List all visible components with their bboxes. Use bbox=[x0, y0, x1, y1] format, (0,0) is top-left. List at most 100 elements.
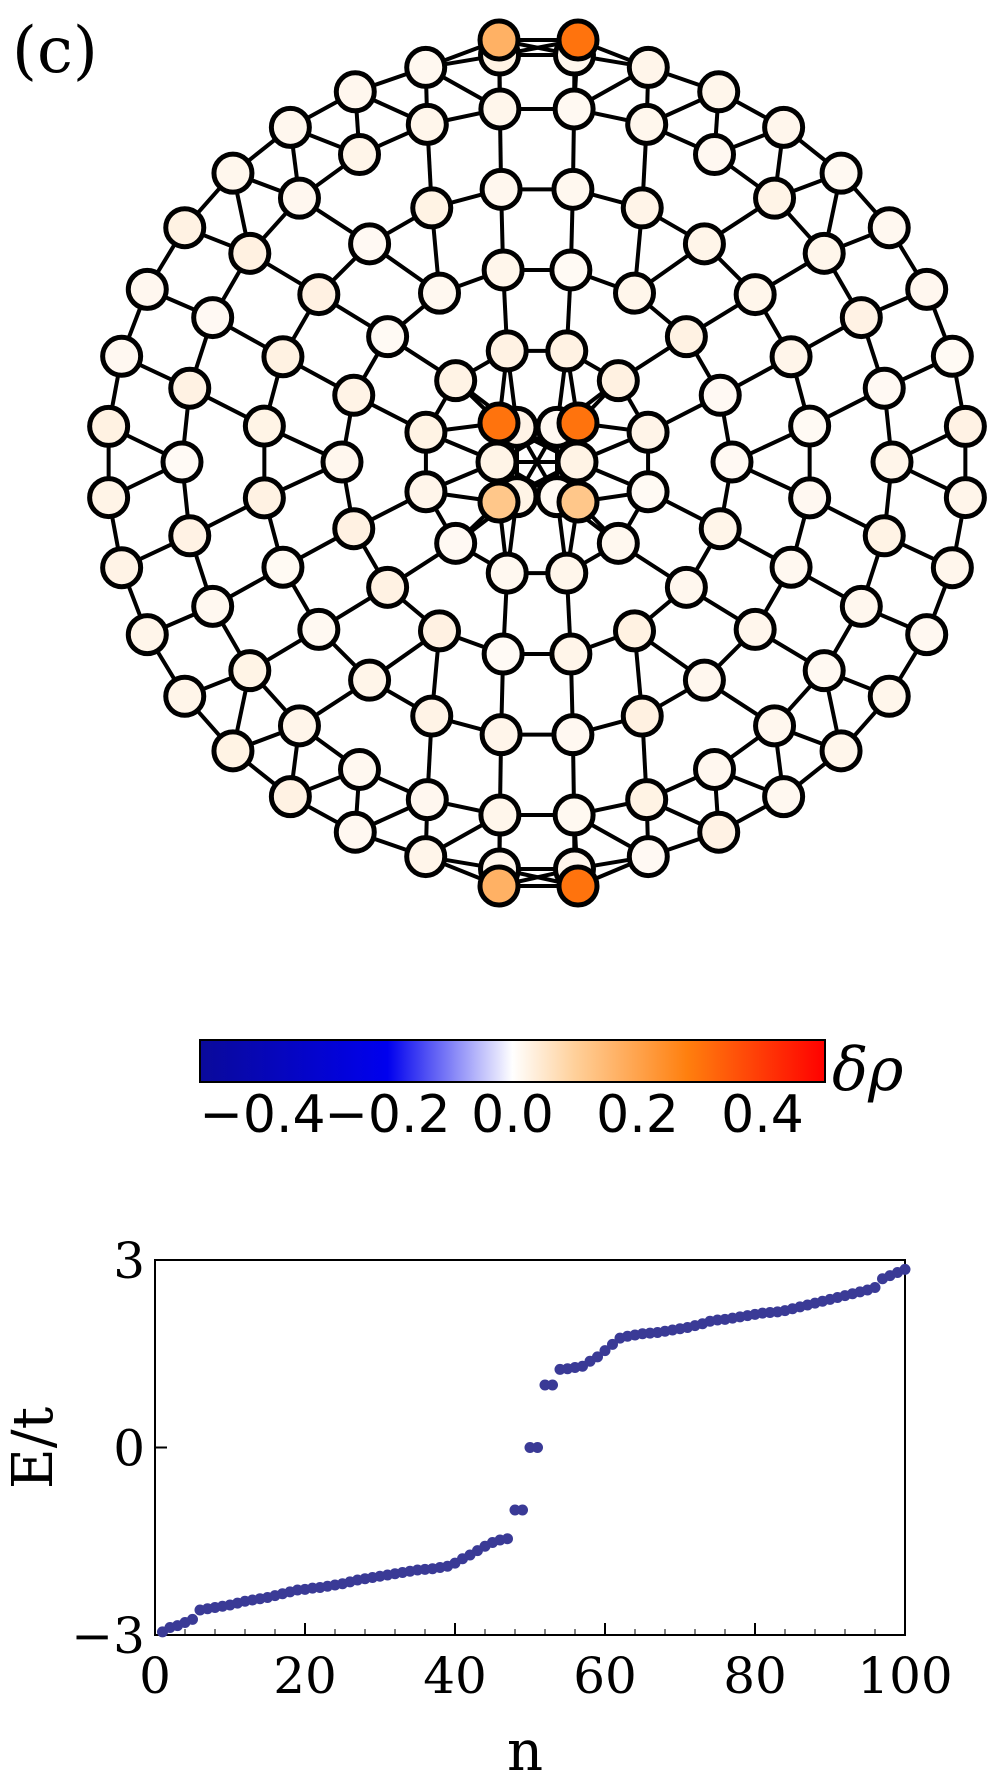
lattice-site bbox=[480, 867, 518, 905]
lattice-site bbox=[554, 170, 592, 208]
lattice-site bbox=[214, 154, 252, 192]
colorbar: δρ −0.4−0.2 0.0 0.2 0.4 bbox=[199, 1035, 903, 1145]
lattice-site bbox=[713, 443, 751, 481]
lattice-site bbox=[103, 549, 141, 587]
lattice-site bbox=[336, 813, 374, 851]
colorbar-title: δρ bbox=[832, 1035, 903, 1105]
lattice-site bbox=[484, 251, 522, 289]
lattice-site bbox=[335, 376, 373, 414]
lattice-site bbox=[805, 652, 843, 690]
lattice-site bbox=[865, 517, 903, 555]
colorbar-tick-label: −0.2 bbox=[324, 1085, 450, 1145]
data-point bbox=[547, 1380, 558, 1391]
lattice-site bbox=[280, 707, 318, 745]
x-tick-label: 40 bbox=[423, 1647, 487, 1705]
lattice-site bbox=[700, 813, 738, 851]
lattice-site bbox=[616, 274, 654, 312]
data-points bbox=[157, 1264, 911, 1638]
lattice-site bbox=[933, 337, 971, 375]
lattice-site bbox=[171, 517, 209, 555]
lattice-site bbox=[231, 234, 269, 272]
lattice-site bbox=[231, 652, 269, 690]
lattice-site bbox=[480, 483, 518, 521]
x-tick-label: 80 bbox=[723, 1647, 787, 1705]
lattice-site bbox=[946, 407, 984, 445]
lattice-site bbox=[756, 707, 794, 745]
lattice-site bbox=[701, 376, 739, 414]
lattice-site bbox=[369, 568, 407, 606]
lattice-site bbox=[870, 677, 908, 715]
lattice-site bbox=[484, 635, 522, 673]
lattice-site bbox=[245, 479, 283, 517]
lattice-site bbox=[555, 90, 593, 128]
lattice-site bbox=[558, 443, 596, 481]
lattice-site bbox=[103, 337, 141, 375]
spectrum-chart: 0 20 40 60 80 100 −303 n E/t bbox=[1, 1232, 953, 1774]
lattice-site bbox=[552, 251, 590, 289]
lattice-site bbox=[194, 299, 232, 337]
lattice-site bbox=[214, 732, 252, 770]
lattice-site bbox=[791, 479, 829, 517]
lattice-site bbox=[805, 234, 843, 272]
lattice-site bbox=[437, 362, 475, 400]
lattice-site bbox=[623, 697, 661, 735]
colorbar-tick-label: 0.0 bbox=[471, 1085, 554, 1145]
lattice-site bbox=[701, 510, 739, 548]
lattice-site bbox=[629, 48, 667, 86]
lattice-site bbox=[870, 209, 908, 247]
lattice-site bbox=[271, 778, 309, 816]
lattice-site bbox=[421, 274, 459, 312]
lattice-site bbox=[552, 635, 590, 673]
lattice-site bbox=[700, 73, 738, 111]
data-point bbox=[517, 1505, 528, 1516]
lattice-site bbox=[756, 179, 794, 217]
lattice-site bbox=[629, 838, 667, 876]
x-axis-label: n bbox=[507, 1719, 543, 1774]
lattice-site bbox=[559, 404, 597, 442]
lattice-graph bbox=[90, 21, 985, 905]
lattice-site bbox=[166, 209, 204, 247]
lattice-site bbox=[599, 524, 637, 562]
lattice-site bbox=[264, 338, 302, 376]
lattice-site bbox=[548, 554, 586, 592]
lattice-site bbox=[765, 108, 803, 146]
y-axis-ticks: −3 0 3 bbox=[71, 1232, 167, 1665]
lattice-site bbox=[482, 716, 520, 754]
lattice-site bbox=[341, 136, 379, 174]
lattice-site bbox=[667, 568, 705, 606]
lattice-site bbox=[437, 524, 475, 562]
x-tick-label: 20 bbox=[273, 1647, 337, 1705]
lattice-site bbox=[559, 21, 597, 59]
lattice-site bbox=[548, 332, 586, 370]
lattice-site bbox=[480, 404, 518, 442]
lattice-site bbox=[351, 225, 389, 263]
lattice-site bbox=[822, 154, 860, 192]
lattice-site bbox=[280, 179, 318, 217]
lattice-site bbox=[628, 781, 666, 819]
lattice-site bbox=[628, 105, 666, 143]
colorbar-gradient bbox=[200, 1040, 825, 1082]
lattice-site bbox=[323, 443, 361, 481]
lattice-site bbox=[335, 510, 373, 548]
data-point bbox=[870, 1282, 881, 1293]
lattice-site bbox=[194, 587, 232, 625]
lattice-site bbox=[696, 136, 734, 174]
lattice-site bbox=[413, 697, 451, 735]
lattice-site bbox=[629, 473, 667, 511]
lattice-site bbox=[554, 716, 592, 754]
lattice-site bbox=[736, 276, 774, 314]
panel-label: (c) bbox=[12, 14, 98, 88]
lattice-site bbox=[685, 661, 723, 699]
lattice-site bbox=[163, 443, 201, 481]
lattice-site bbox=[765, 778, 803, 816]
lattice-site bbox=[791, 407, 829, 445]
lattice-site bbox=[171, 369, 209, 407]
lattice-site bbox=[822, 732, 860, 770]
lattice-site bbox=[481, 90, 519, 128]
lattice-site bbox=[908, 270, 946, 308]
colorbar-tick-label: 0.4 bbox=[721, 1085, 804, 1145]
data-point bbox=[900, 1264, 911, 1275]
data-point bbox=[532, 1442, 543, 1453]
colorbar-ticks: −0.4−0.2 0.0 0.2 0.4 bbox=[199, 1085, 803, 1145]
